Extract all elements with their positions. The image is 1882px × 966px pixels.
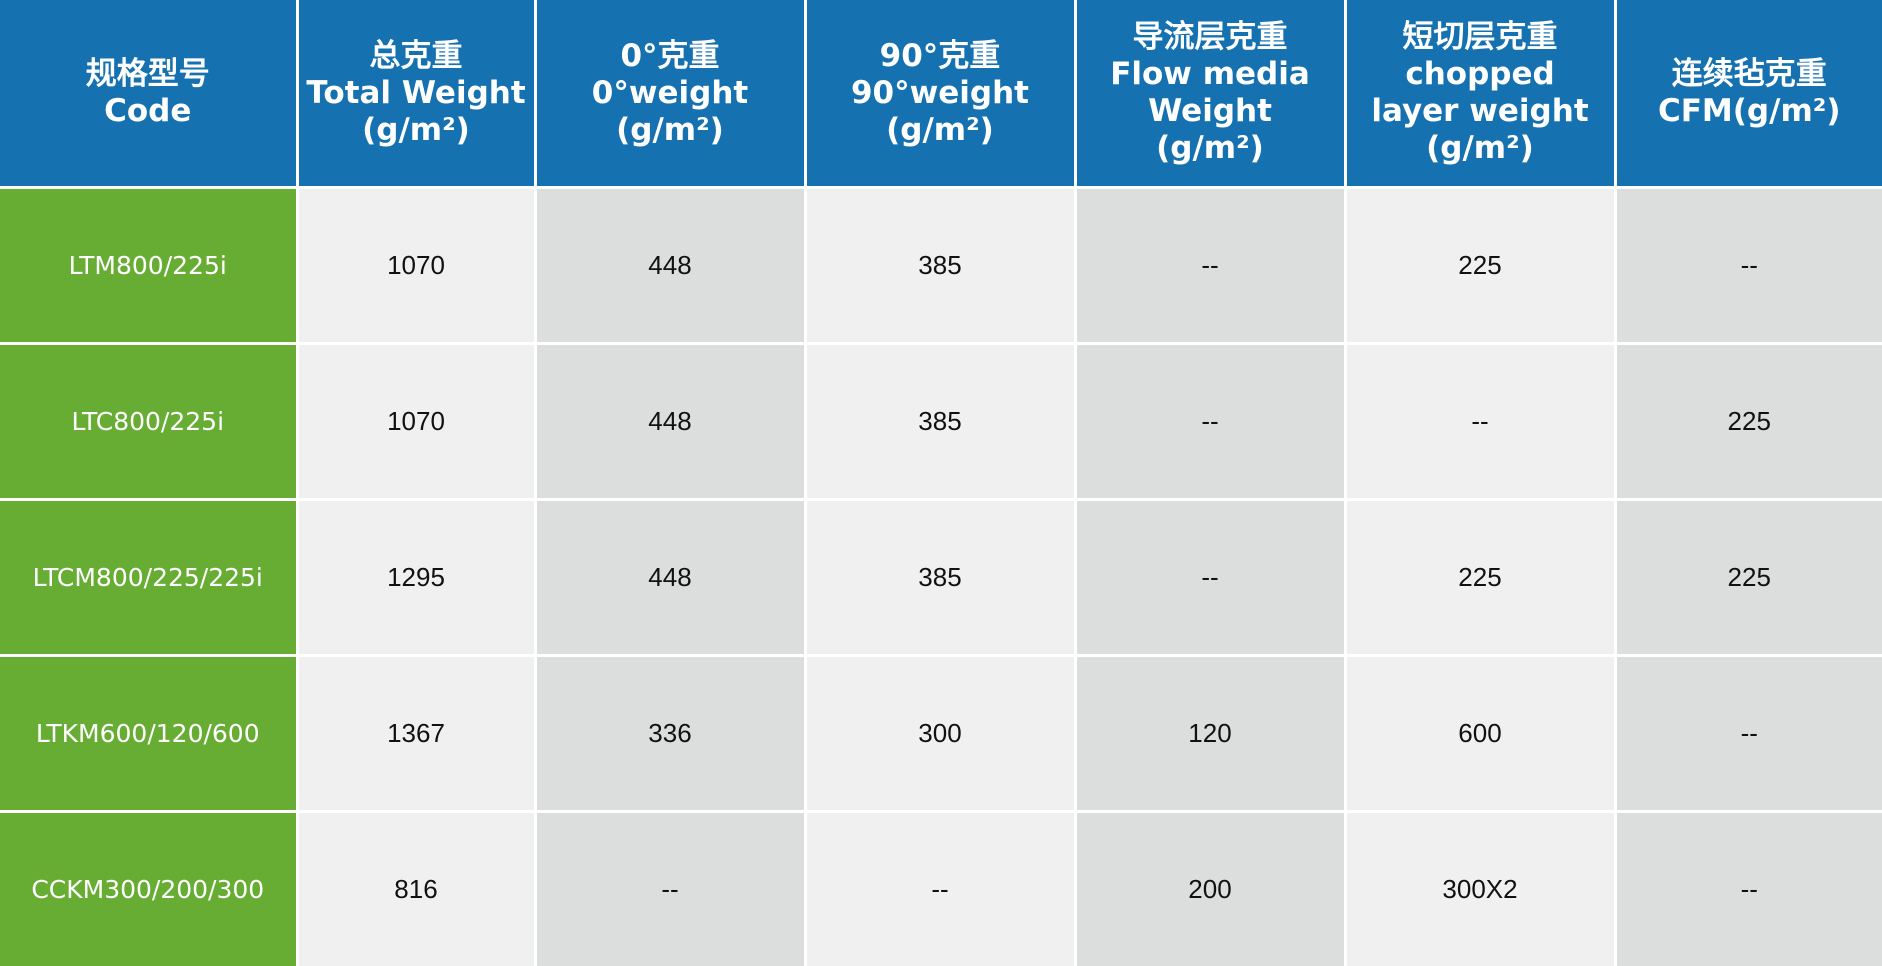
column-header-total-weight: 总克重 Total Weight (g/m²) — [295, 0, 537, 189]
cell-ninety-deg-weight: 385 — [803, 498, 1077, 657]
header-line: 规格型号 — [85, 56, 210, 92]
cell-total-weight: 1367 — [295, 654, 537, 813]
cell-chopped-layer-weight: -- — [1343, 342, 1617, 501]
cell-flow-media-weight: -- — [1073, 498, 1347, 657]
cell-chopped-layer-weight: 300X2 — [1343, 810, 1617, 966]
cell-code: CCKM300/200/300 — [0, 810, 299, 966]
table-row: LTC800/225i 1070 448 385 -- -- 225 — [0, 342, 1882, 501]
cell-zero-deg-weight: 448 — [533, 186, 807, 345]
header-line: Flow media — [1110, 56, 1310, 92]
column-header-cfm-weight: 连续毡克重 CFM(g/m²) — [1613, 0, 1882, 189]
header-line: 短切层克重 — [1402, 19, 1558, 55]
cell-code: LTCM800/225/225i — [0, 498, 299, 657]
header-line: CFM(g/m²) — [1657, 93, 1841, 129]
cell-total-weight: 1295 — [295, 498, 537, 657]
header-line: Code — [104, 93, 192, 129]
column-header-code: 规格型号 Code — [0, 0, 299, 189]
header-line: Total Weight — [306, 74, 526, 111]
header-line: chopped — [1405, 56, 1555, 92]
cell-flow-media-weight: -- — [1073, 186, 1347, 345]
cell-code: LTKM600/120/600 — [0, 654, 299, 813]
header-line: 连续毡克重 — [1671, 56, 1827, 92]
header-line: 90°weight — [850, 74, 1029, 111]
header-line: Weight — [1148, 93, 1272, 129]
table-row: CCKM300/200/300 816 -- -- 200 300X2 -- — [0, 810, 1882, 966]
cell-ninety-deg-weight: 300 — [803, 654, 1077, 813]
column-header-chopped-layer-weight: 短切层克重 chopped layer weight (g/m²) — [1343, 0, 1617, 189]
cell-zero-deg-weight: 448 — [533, 342, 807, 501]
header-line: 90°克重 — [879, 37, 1001, 74]
table-row: LTCM800/225/225i 1295 448 385 -- 225 225 — [0, 498, 1882, 657]
header-line: (g/m²) — [1426, 130, 1534, 166]
header-row: 规格型号 Code 总克重 Total Weight (g/m²) 0°克重 0°weigh… — [0, 0, 1882, 189]
cell-flow-media-weight: -- — [1073, 342, 1347, 501]
cell-cfm-weight: -- — [1613, 654, 1882, 813]
header-line: 总克重 — [369, 37, 463, 74]
cell-ninety-deg-weight: 385 — [803, 186, 1077, 345]
header-line: 0°克重 — [620, 37, 720, 74]
header-line: 导流层克重 — [1132, 19, 1288, 55]
cell-code: LTC800/225i — [0, 342, 299, 501]
cell-zero-deg-weight: 448 — [533, 498, 807, 657]
table-row: LTKM600/120/600 1367 336 300 120 600 -- — [0, 654, 1882, 813]
cell-total-weight: 1070 — [295, 342, 537, 501]
cell-code: LTM800/225i — [0, 186, 299, 345]
cell-total-weight: 1070 — [295, 186, 537, 345]
column-header-flow-media-weight: 导流层克重 Flow media Weight (g/m²) — [1073, 0, 1347, 189]
cell-cfm-weight: 225 — [1613, 342, 1882, 501]
cell-flow-media-weight: 120 — [1073, 654, 1347, 813]
cell-cfm-weight: -- — [1613, 810, 1882, 966]
cell-total-weight: 816 — [295, 810, 537, 966]
cell-ninety-deg-weight: -- — [803, 810, 1077, 966]
header-line: layer weight — [1371, 93, 1589, 129]
cell-chopped-layer-weight: 225 — [1343, 498, 1617, 657]
header-line: (g/m²) — [886, 111, 994, 148]
cell-zero-deg-weight: -- — [533, 810, 807, 966]
cell-cfm-weight: -- — [1613, 186, 1882, 345]
cell-chopped-layer-weight: 225 — [1343, 186, 1617, 345]
cell-cfm-weight: 225 — [1613, 498, 1882, 657]
column-header-zero-deg-weight: 0°克重 0°weight (g/m²) — [533, 0, 807, 189]
cell-zero-deg-weight: 336 — [533, 654, 807, 813]
header-line: 0°weight — [591, 74, 749, 111]
cell-chopped-layer-weight: 600 — [1343, 654, 1617, 813]
column-header-ninety-deg-weight: 90°克重 90°weight (g/m²) — [803, 0, 1077, 189]
table-row: LTM800/225i 1070 448 385 -- 225 -- — [0, 186, 1882, 345]
cell-flow-media-weight: 200 — [1073, 810, 1347, 966]
header-line: (g/m²) — [616, 111, 724, 148]
header-line: (g/m²) — [1156, 130, 1264, 166]
cell-ninety-deg-weight: 385 — [803, 342, 1077, 501]
header-line: (g/m²) — [362, 111, 470, 148]
